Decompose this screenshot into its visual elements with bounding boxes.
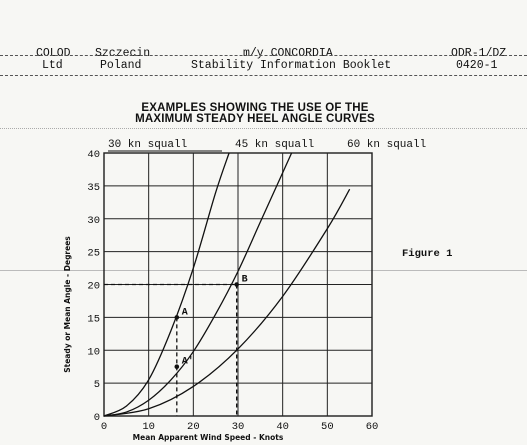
annotation-label-1: A — [182, 307, 188, 318]
annotation-label-2: A' — [182, 356, 194, 368]
x-tick-label: 60 — [366, 421, 379, 433]
y-tick-label: 5 — [94, 379, 100, 391]
chart-title: EXAMPLES SHOWING THE USE OF THE MAXIMUM … — [110, 102, 400, 125]
y-tick-label: 0 — [94, 412, 100, 424]
annotation-label-3: B — [242, 275, 248, 286]
y-tick-label: 25 — [87, 248, 100, 260]
company-name: COLOD — [36, 47, 71, 60]
series-line-2 — [103, 152, 293, 417]
vessel-name: m/y CONCORDIA — [243, 47, 333, 60]
y-tick-label: 30 — [87, 215, 100, 227]
annotation-point-3 — [234, 282, 239, 287]
x-tick-label: 10 — [142, 421, 155, 433]
x-axis-label: Mean Apparent Wind Speed - Knots — [133, 433, 284, 442]
chart-ticks: 0 10 20 30 40 50 60 0 5 10 15 20 25 30 35 40 — [87, 149, 378, 433]
x-tick-label: 0 — [101, 421, 107, 433]
title-rule — [0, 128, 527, 129]
scan-line — [0, 270, 527, 271]
booklet-title: Stability Information Booklet — [191, 59, 392, 72]
x-tick-label: 20 — [187, 421, 200, 433]
header-rule-top — [0, 55, 527, 56]
annotation-point-1 — [174, 315, 180, 320]
x-tick-label: 30 — [232, 421, 245, 433]
series-label-1: 30 kn squall — [108, 139, 187, 151]
document-header: COLOD Ltd Szczecin Poland m/y CONCORDIA … — [0, 48, 527, 78]
chart-title-line-1: EXAMPLES SHOWING THE USE OF THE — [141, 102, 369, 114]
y-tick-label: 15 — [87, 313, 100, 325]
series-label-3: 60 kn squall — [347, 139, 426, 151]
chart-title-line-2: MAXIMUM STEADY HEEL ANGLE CURVES — [135, 113, 375, 125]
y-axis-label: Steady or Mean Angle - Degrees — [63, 236, 72, 373]
y-tick-label: 10 — [87, 346, 100, 358]
series-line-1 — [103, 152, 230, 417]
document-number: 0420-1 — [456, 59, 498, 72]
x-tick-label: 50 — [321, 421, 334, 433]
header-rule-bottom — [0, 75, 527, 76]
figure-label: Figure 1 — [402, 248, 453, 260]
y-tick-label: 35 — [87, 182, 100, 194]
y-tick-label: 20 — [87, 281, 100, 293]
city-name: Szczecin — [95, 47, 151, 60]
document-code: ODR-1/DZ — [451, 47, 507, 60]
company-suffix: Ltd — [42, 59, 63, 72]
curve-labels: 30 kn squall 45 kn squall 60 kn squall — [108, 139, 426, 152]
series-line-3 — [103, 188, 351, 417]
x-tick-label: 40 — [276, 421, 289, 433]
y-tick-label: 40 — [87, 149, 100, 161]
chart-curves — [103, 152, 351, 417]
series-label-2: 45 kn squall — [235, 139, 314, 151]
chart-points: A A' B — [174, 275, 248, 369]
country-name: Poland — [100, 59, 142, 72]
annotation-point-2 — [174, 364, 180, 369]
